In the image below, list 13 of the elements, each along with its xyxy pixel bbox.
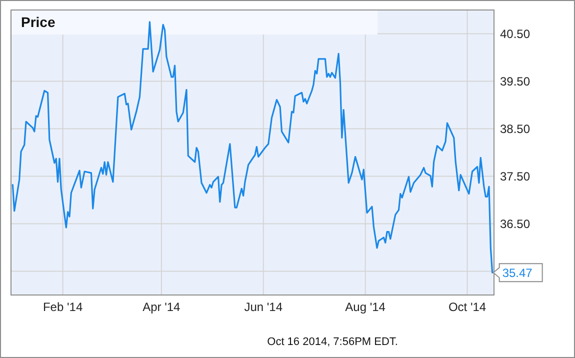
x-tick-label: Aug '14 — [345, 300, 386, 314]
y-tick-label: 40.50 — [500, 26, 530, 41]
x-tick-label: Oct '14 — [448, 300, 486, 314]
y-tick-label: 37.50 — [500, 169, 530, 184]
y-tick-label: 36.50 — [500, 216, 530, 231]
y-tick-label: 39.50 — [500, 74, 530, 88]
y-tick-label: 38.50 — [500, 122, 530, 136]
x-tick-label: Apr '14 — [142, 300, 181, 314]
annotation: 35.47 — [502, 266, 533, 280]
x-tick-label: Feb '14 — [42, 300, 83, 314]
text: Oct 16 2014, 7:56PM EDT. — [267, 336, 398, 348]
chart-title: Price — [21, 14, 56, 30]
x-tick-label: Jun '14 — [244, 300, 283, 314]
